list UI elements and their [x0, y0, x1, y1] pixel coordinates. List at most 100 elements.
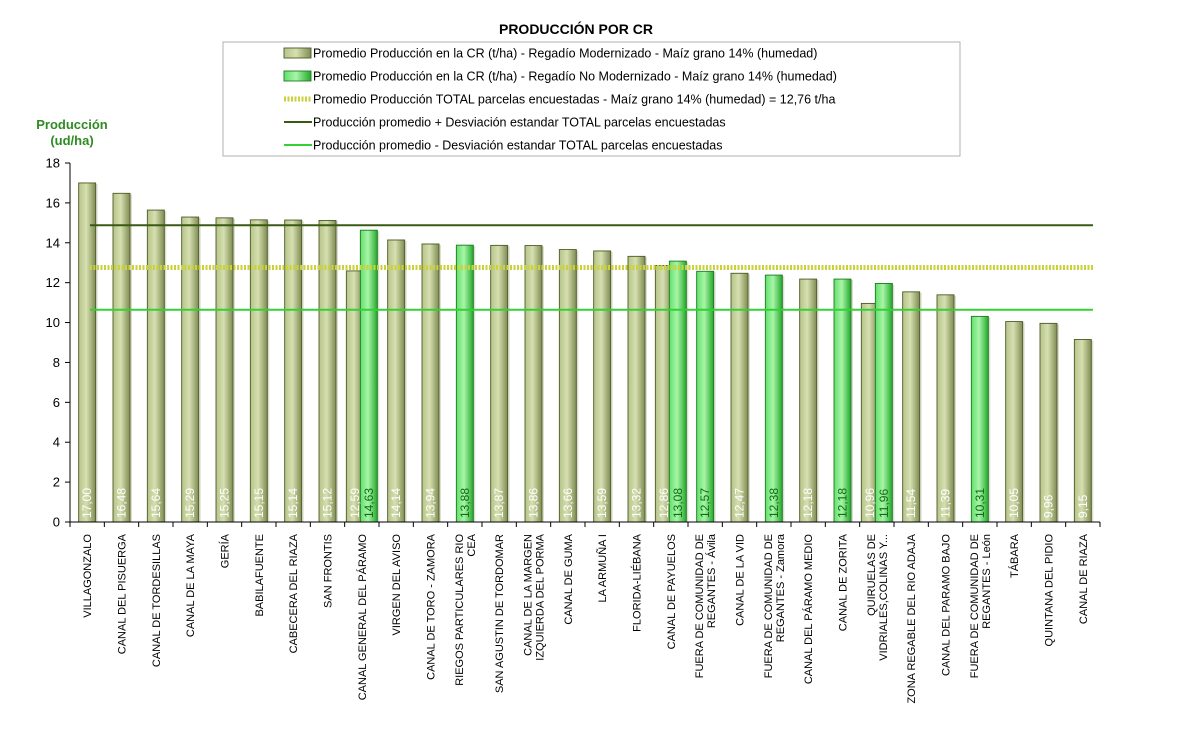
y-axis-title-line2: (ud/ha) [50, 133, 93, 148]
x-tick-label: FUERA DE COMUNIDAD DE [763, 534, 775, 678]
bar-modernizado [387, 239, 406, 523]
x-tick-label: VILLAGONZALO [82, 534, 94, 618]
legend-entry: Promedio Producción en la CR (t/ha) - Re… [313, 70, 837, 84]
x-tick-label: CANAL DE PAYUELOS [666, 534, 678, 649]
y-tick-label: 2 [53, 475, 60, 490]
bar-no-modernizado [874, 283, 893, 523]
data-label: 12,38 [767, 488, 781, 518]
x-tick-label: FUERA DE COMUNIDAD DE [694, 534, 706, 678]
data-label: 12,18 [836, 488, 850, 518]
bar-modernizado [524, 245, 543, 523]
x-tick-label: GERÍA [219, 533, 232, 568]
bar-no-modernizado [668, 260, 687, 523]
x-tick-label: REGANTES - Zamora [775, 533, 787, 642]
y-axis: 0 2 4 6 8 10 12 14 16 18 [46, 156, 71, 530]
data-label: 13,32 [630, 488, 644, 518]
legend-entry: Producción promedio - Desviación estanda… [313, 139, 722, 153]
x-tick-label: CEA [466, 533, 478, 556]
bar-modernizado [1073, 339, 1092, 523]
x-tick-label: CANAL DE LA MARGEN [523, 534, 535, 656]
bar-modernizado [936, 294, 955, 523]
y-tick-label: 16 [46, 195, 60, 210]
data-label: 14,63 [362, 488, 376, 518]
data-label: 13,88 [458, 488, 472, 518]
data-label: 10,05 [1007, 488, 1021, 518]
y-tick-label: 18 [46, 156, 60, 171]
legend-swatch-modernizado [283, 47, 312, 59]
x-tick-label: ZONA REGABLE DEL RIO ADAJA [906, 533, 918, 703]
bar-no-modernizado [833, 278, 852, 523]
data-label: 15,29 [183, 488, 197, 518]
data-label: 11,54 [904, 489, 918, 518]
data-label: 13,08 [671, 488, 685, 518]
bar-modernizado [627, 255, 646, 523]
y-tick-label: 14 [46, 235, 60, 250]
x-tick-label: SAN AGUSTIN DE TORDOMAR [494, 534, 506, 693]
data-label: 12,86 [657, 488, 671, 518]
data-label: 12,47 [733, 488, 747, 518]
legend-entry: Producción promedio + Desviación estanda… [313, 116, 726, 130]
x-tick-label: FUERA DE COMUNIDAD DE [969, 534, 981, 678]
bar-modernizado [490, 244, 509, 523]
bar-modernizado [181, 216, 200, 523]
x-tick-label: CANAL DEL PISUERGA [117, 533, 129, 654]
legend-swatch-no-modernizado [283, 70, 312, 82]
data-label: 13,66 [561, 488, 575, 518]
data-label: 13,86 [527, 488, 541, 518]
x-tick-label: CANAL DE LA VID [735, 534, 747, 626]
x-tick-label: LA ARMUÑA I [596, 534, 609, 602]
data-label: 10,31 [973, 488, 987, 518]
y-tick-label: 12 [46, 275, 60, 290]
data-label: 12,18 [801, 488, 815, 518]
bar-no-modernizado [359, 229, 378, 523]
x-tick-label: CANAL DE GUMA [563, 533, 575, 624]
x-tick-label: CANAL DEL PÁRAMO MEDIO [802, 534, 815, 685]
data-label: 11,39 [939, 489, 953, 518]
data-labels: 17,00 16,48 15,64 15,29 15,25 15,15 15,14 15,12… [80, 488, 1090, 518]
x-tick-label: CANAL DE TORO - ZAMORA [426, 533, 438, 680]
data-label: 16,48 [115, 488, 129, 518]
data-label: 15,14 [286, 488, 300, 518]
y-tick-label: 6 [53, 395, 60, 410]
x-tick-label: BABILAFUENTE [254, 534, 266, 617]
bar-modernizado [78, 182, 97, 523]
data-label: 13,94 [424, 488, 438, 518]
data-label: 17,00 [80, 488, 94, 518]
x-tick-label: SAN FRONTIS [323, 534, 335, 608]
x-tick-label: QUINTANA DEL PIDIO [1044, 534, 1056, 647]
y-axis-title-line1: Producción [36, 117, 108, 132]
data-label: 15,15 [252, 488, 266, 518]
x-tick-label: CANAL DE TORDESILLAS [151, 534, 163, 667]
x-tick-label: VIRGEN DEL AVISO [391, 534, 403, 636]
y-tick-label: 10 [46, 315, 60, 330]
bar-modernizado [215, 217, 234, 523]
x-tick-label: CANAL DEL PARAMO BAJO [941, 534, 953, 676]
data-label: 11,96 [877, 489, 891, 518]
y-tick-label: 4 [53, 435, 60, 450]
y-tick-label: 8 [53, 355, 60, 370]
data-label: 15,12 [321, 488, 335, 518]
data-label: 13,59 [595, 488, 609, 518]
data-label: 14,14 [389, 488, 403, 518]
bar-no-modernizado [764, 274, 783, 523]
bar-modernizado [558, 249, 577, 523]
bar-modernizado [112, 192, 131, 523]
data-label: 15,25 [218, 488, 232, 518]
x-tick-label: CANAL DE RIAZA [1078, 533, 1090, 624]
data-label: 12,59 [348, 488, 362, 518]
bar-no-modernizado [455, 244, 474, 523]
bars [78, 182, 1094, 523]
legend-entry: Promedio Producción en la CR (t/ha) - Re… [313, 47, 817, 61]
x-tick-label: FLORIDA-LIÉBANA [631, 533, 644, 631]
bar-modernizado [799, 278, 818, 523]
bar-modernizado [902, 291, 921, 523]
x-tick-label: CANAL GENERAL DEL PÁRAMO [356, 534, 369, 701]
reference-lines [90, 224, 1093, 311]
data-label: 12,57 [698, 488, 712, 518]
y-tick-label: 0 [53, 515, 60, 530]
x-tick-label: IZQUIERDA DEL PORMA [535, 533, 547, 660]
bar-modernizado [146, 209, 165, 523]
x-tick-label: REGANTES - León [981, 534, 993, 629]
bar-modernizado [1039, 322, 1058, 523]
